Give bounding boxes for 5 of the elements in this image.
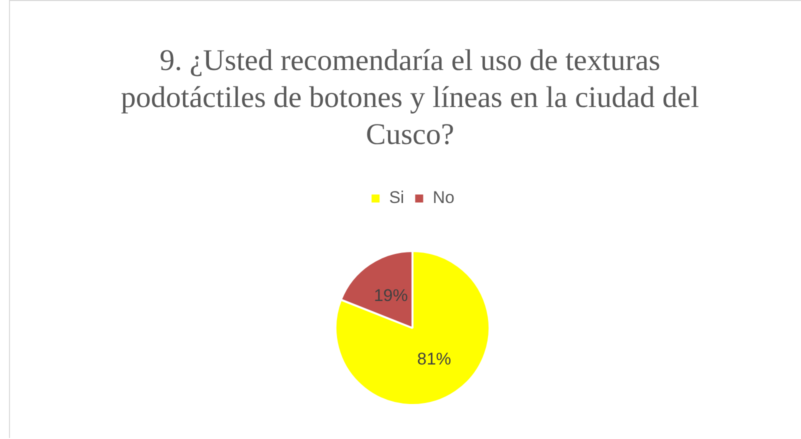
legend-label: Si [389, 188, 404, 208]
legend-label: No [432, 188, 454, 208]
data-label: 19% [374, 286, 408, 305]
data-label: 81% [417, 350, 452, 369]
chart-title: 9. ¿Usted recomendaría el uso de texturas podotáctiles de botones y líneas en la ciudad del Cusco? [120, 43, 700, 153]
